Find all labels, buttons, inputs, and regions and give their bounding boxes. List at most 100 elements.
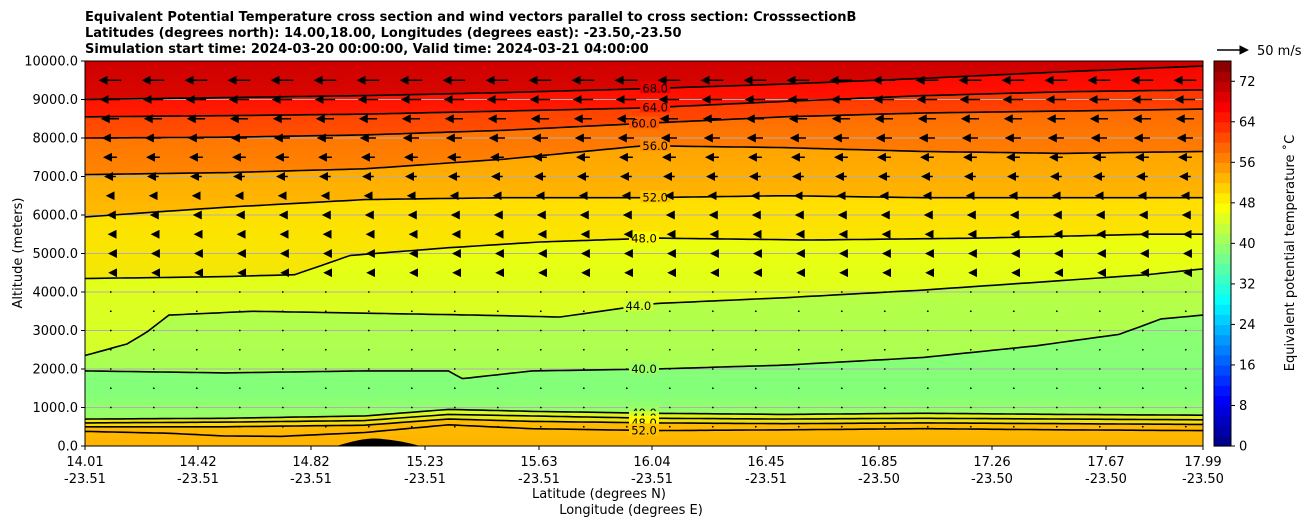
wind-vector <box>711 368 714 370</box>
wind-vector <box>797 368 800 370</box>
wind-vector <box>195 329 198 332</box>
x-tick-label-lon: -23.51 <box>745 472 787 487</box>
wind-vector <box>324 291 327 293</box>
wind-vector <box>754 291 757 293</box>
y-tick-label: 9000.0 <box>33 93 79 108</box>
wind-vector <box>453 348 456 351</box>
wind-vector <box>1012 348 1015 351</box>
wind-vector <box>281 329 284 332</box>
wind-vector <box>152 368 155 370</box>
y-tick-label: 3000.0 <box>33 324 79 339</box>
wind-vector <box>1098 368 1101 370</box>
wind-vector <box>109 348 112 351</box>
wind-vector <box>582 310 585 313</box>
wind-vector <box>324 425 327 428</box>
colorbar-tick-label: 16 <box>1239 358 1256 373</box>
wind-vector <box>883 387 886 390</box>
colorbar-segment <box>1214 344 1231 356</box>
wind-vector <box>840 329 843 332</box>
wind-vector <box>711 310 714 313</box>
x-tick-label-lat: 15.23 <box>406 455 443 470</box>
wind-vector <box>195 387 198 390</box>
colorbar-segment <box>1214 81 1231 92</box>
wind-vector <box>152 348 155 351</box>
wind-vector <box>1141 368 1144 370</box>
chart-title-line-1: Equivalent Potential Temperature cross s… <box>85 10 856 25</box>
wind-vector <box>840 348 843 351</box>
wind-vector <box>1141 348 1144 351</box>
wind-vector <box>539 310 542 313</box>
colorbar-segment <box>1214 111 1231 123</box>
x-tick-label-lon: -23.51 <box>404 472 446 487</box>
quiver-key: 50 m/s <box>1217 44 1302 59</box>
wind-vector <box>410 291 413 293</box>
wind-vector <box>453 387 456 390</box>
wind-vector <box>367 425 370 428</box>
wind-vector <box>152 310 155 313</box>
wind-vector <box>969 329 972 332</box>
wind-vector <box>152 406 155 409</box>
wind-vector <box>625 348 628 351</box>
wind-vector <box>367 310 370 313</box>
contour-label-bg <box>629 423 659 436</box>
wind-vector <box>453 368 456 370</box>
wind-vector <box>625 291 628 293</box>
wind-vector <box>926 310 929 313</box>
band-fill <box>85 61 1203 100</box>
colorbar-segment <box>1214 152 1231 163</box>
wind-vector <box>496 406 499 409</box>
contour-label: 52.0 <box>642 191 668 205</box>
wind-vector <box>969 310 972 313</box>
wind-vector <box>840 387 843 390</box>
x-tick-label-lon: -23.51 <box>177 472 219 487</box>
wind-vector <box>539 406 542 409</box>
wind-vector <box>625 387 628 390</box>
colorbar-segment <box>1214 375 1231 386</box>
colorbar-tick-label: 56 <box>1239 156 1256 171</box>
wind-vector <box>453 291 456 293</box>
y-tick-label: 2000.0 <box>33 363 79 378</box>
wind-vector <box>281 406 284 409</box>
wind-vector <box>797 329 800 332</box>
x-tick-label-lat: 16.85 <box>860 455 897 470</box>
colorbar-segment <box>1214 202 1231 214</box>
colorbar-segment <box>1214 71 1231 82</box>
wind-vector <box>410 348 413 351</box>
colorbar-segment <box>1214 304 1231 315</box>
band-fill <box>85 234 1203 356</box>
wind-vector <box>109 425 112 428</box>
wind-vector <box>582 406 585 409</box>
colorbar-segment <box>1214 334 1231 346</box>
colorbar-tick-label: 40 <box>1239 237 1256 252</box>
wind-vector <box>238 425 241 428</box>
wind-vector <box>109 368 112 370</box>
wind-vector <box>152 329 155 332</box>
x-tick-label-lon: -23.50 <box>971 472 1013 487</box>
contour-label: 48.0 <box>631 231 657 245</box>
wind-vector <box>969 387 972 390</box>
wind-vector <box>582 387 585 390</box>
terrain-silhouette <box>336 438 421 446</box>
wind-vector <box>1141 406 1144 409</box>
colorbar-segment <box>1214 131 1231 143</box>
wind-vector <box>1141 291 1144 293</box>
wind-vector <box>496 329 499 332</box>
wind-vector <box>797 310 800 313</box>
colorbar-segment <box>1214 192 1231 204</box>
wind-vector <box>410 425 413 428</box>
colorbar-segment <box>1214 364 1231 376</box>
wind-vector <box>1012 368 1015 370</box>
wind-vector <box>453 329 456 332</box>
wind-vector <box>969 368 972 370</box>
wind-vector <box>1184 310 1187 313</box>
colorbar-tick-label: 0 <box>1239 440 1247 455</box>
wind-vector <box>367 406 370 409</box>
wind-vector <box>1055 329 1058 332</box>
wind-vector <box>539 291 542 293</box>
colorbar-segment <box>1214 425 1231 437</box>
x-axis-label-2: Longitude (degrees E) <box>559 503 703 518</box>
wind-vector <box>152 291 155 293</box>
wind-vector <box>1055 291 1058 293</box>
wind-vector <box>1012 387 1015 390</box>
